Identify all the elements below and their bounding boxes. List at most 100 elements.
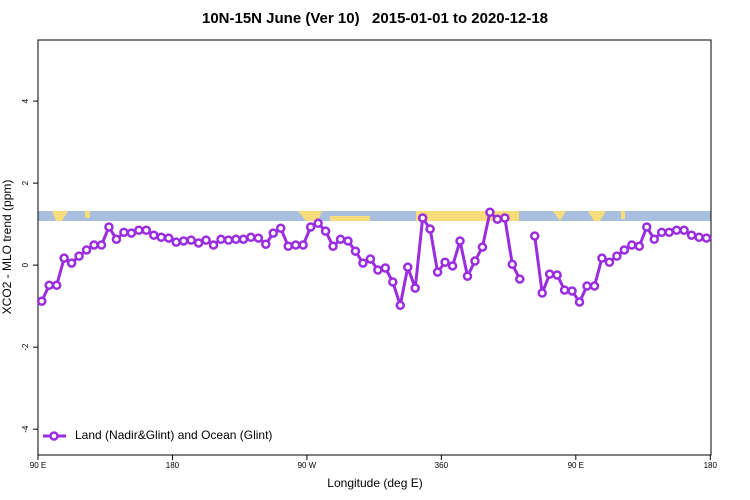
point	[619, 245, 630, 255]
chart-title: 10N-15N June (Ver 10) 2015-01-01 to 2020…	[202, 10, 548, 27]
point	[634, 241, 645, 252]
land-patch	[85, 211, 90, 218]
point	[582, 281, 592, 291]
point	[66, 258, 77, 268]
point	[694, 232, 704, 242]
point	[163, 233, 174, 243]
land-patch	[330, 216, 370, 221]
ocean-band	[38, 211, 711, 221]
point	[141, 225, 152, 236]
point	[358, 258, 368, 268]
point	[417, 213, 428, 223]
point	[201, 235, 211, 245]
point	[686, 230, 697, 240]
point	[74, 251, 84, 261]
point	[44, 280, 54, 290]
point	[612, 251, 622, 261]
point	[111, 234, 122, 245]
point	[231, 234, 241, 245]
point	[51, 280, 62, 290]
point	[246, 232, 256, 242]
legend-marker	[49, 431, 59, 441]
point	[597, 253, 607, 263]
point	[343, 236, 353, 246]
point	[515, 274, 525, 284]
point	[261, 239, 271, 249]
point	[679, 225, 689, 236]
point	[500, 213, 510, 223]
point	[149, 230, 159, 240]
x-tick-label: 180	[166, 461, 180, 470]
land-patch	[621, 211, 625, 219]
point	[507, 259, 518, 270]
point	[126, 228, 137, 238]
point	[552, 270, 562, 280]
point	[104, 222, 114, 232]
y-tick-label: 0	[21, 262, 30, 267]
x-axis-label: Longitude (deg E)	[327, 476, 422, 490]
point	[119, 227, 129, 238]
point	[604, 257, 615, 268]
point	[96, 240, 107, 250]
mask-band	[38, 211, 711, 221]
point	[305, 222, 316, 232]
point	[253, 233, 264, 243]
point	[470, 256, 480, 266]
point	[350, 246, 361, 256]
land-patch	[52, 211, 68, 221]
point	[193, 238, 204, 248]
point	[537, 288, 547, 298]
land-patch	[553, 211, 566, 221]
point	[544, 269, 555, 279]
point	[178, 236, 189, 246]
land-patch	[298, 211, 322, 221]
point	[156, 232, 166, 242]
x-tick-label: 90 E	[30, 461, 46, 470]
point	[701, 233, 712, 243]
point	[134, 225, 144, 236]
point	[402, 262, 413, 272]
x-tick-label: 90 W	[298, 461, 317, 470]
point	[462, 271, 473, 281]
y-tick-label: -2	[21, 343, 30, 351]
point	[447, 261, 458, 271]
legend-label: Land (Nadir&Glint) and Ocean (Glint)	[75, 428, 272, 442]
point	[208, 240, 219, 250]
point	[477, 242, 488, 252]
point	[567, 286, 577, 296]
y-tick-label: -4	[21, 425, 30, 433]
point	[186, 235, 196, 245]
point	[268, 228, 279, 238]
point	[492, 214, 503, 224]
point	[649, 234, 659, 245]
x-tick-label: 360	[435, 461, 449, 470]
point	[238, 234, 249, 245]
y-tick-label: 4	[21, 98, 30, 103]
point	[529, 231, 540, 241]
point	[223, 235, 234, 245]
point	[171, 237, 181, 247]
point	[656, 227, 667, 238]
point	[642, 222, 652, 232]
x-tick-label: 180	[704, 461, 718, 470]
plot-frame	[37, 39, 712, 456]
point	[671, 225, 682, 236]
point	[455, 236, 465, 246]
point	[335, 234, 346, 245]
point	[216, 234, 226, 245]
point	[574, 297, 585, 307]
point	[388, 277, 398, 287]
point	[410, 283, 420, 293]
point	[559, 285, 570, 295]
point	[36, 296, 47, 306]
point	[627, 240, 637, 250]
point	[320, 226, 331, 236]
point	[298, 240, 308, 250]
y-tick-label: 2	[21, 180, 30, 185]
y-axis-label: XCO2 - MLO trend (ppm)	[0, 180, 14, 315]
point	[89, 240, 99, 250]
point	[589, 281, 600, 291]
land-patch	[588, 211, 606, 221]
point	[59, 253, 69, 263]
